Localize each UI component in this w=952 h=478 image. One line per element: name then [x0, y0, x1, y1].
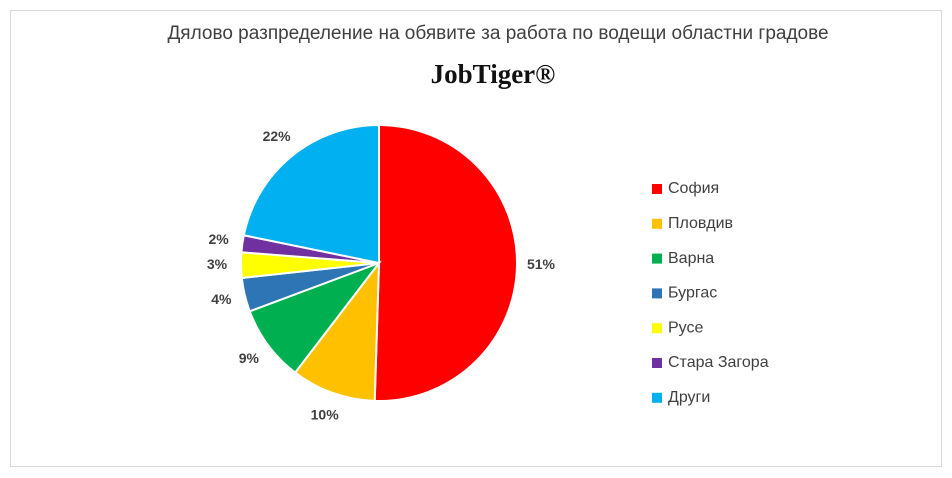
data-label: 22%: [263, 128, 292, 144]
legend-swatch: [652, 358, 662, 368]
legend-swatch: [652, 392, 662, 403]
legend-swatch: [652, 323, 662, 334]
legend-swatch: [652, 253, 662, 264]
legend-swatch: [652, 218, 662, 229]
pie-slice: [293, 259, 381, 402]
chart-subtitle: JobTiger®: [431, 59, 556, 89]
data-label: 9%: [239, 350, 260, 366]
legend-label: Бургас: [668, 285, 717, 302]
legend-label: Варна: [668, 250, 714, 267]
pie-slice: [242, 123, 380, 265]
legend-label: Русе: [668, 319, 703, 336]
data-label: 4%: [211, 291, 232, 307]
legend-label: Стара Загора: [668, 354, 769, 371]
chart-title: Дялово разпределение на обявите за работ…: [167, 23, 828, 44]
legend-swatch: [652, 288, 662, 299]
legend-label: Други: [668, 389, 710, 406]
legend-label: София: [668, 180, 719, 197]
legend-swatch: [652, 184, 662, 194]
data-label: 3%: [207, 256, 228, 272]
data-label: 51%: [527, 256, 556, 272]
data-label: 10%: [311, 406, 340, 422]
data-label: 2%: [208, 231, 229, 247]
legend-label: Пловдив: [668, 215, 733, 232]
pie-slice: [373, 123, 518, 402]
